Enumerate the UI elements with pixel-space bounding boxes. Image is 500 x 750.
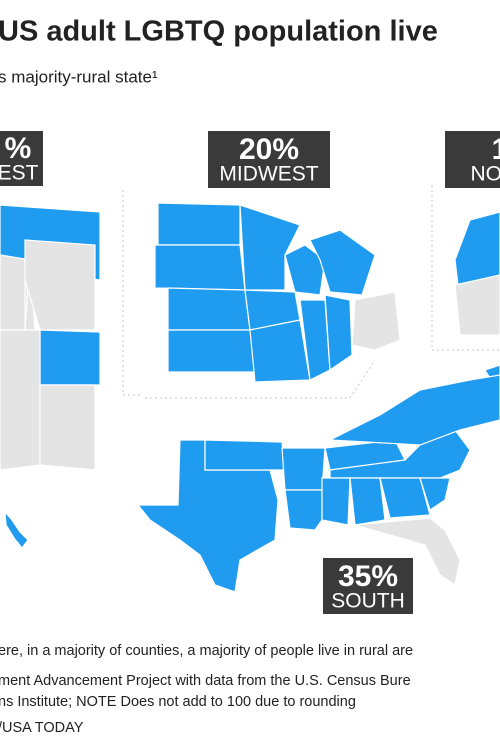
region-name: EST <box>0 162 39 185</box>
dividers <box>122 185 500 399</box>
south-label: 35% SOUTH <box>323 558 413 614</box>
midwest-map <box>154 202 401 383</box>
region-name: NORT <box>470 163 500 186</box>
footnote: ere, in a majority of counties, a majori… <box>0 643 413 659</box>
region-share: % <box>5 132 32 165</box>
label-box <box>445 131 500 188</box>
label-box <box>208 131 330 188</box>
source: ns Institute; NOTE Does not add to 100 d… <box>0 694 356 710</box>
northeast-label: 1 NORT <box>445 131 500 188</box>
south-map <box>136 374 500 593</box>
label-box <box>0 131 43 186</box>
midwest-label: 20% MIDWEST <box>208 131 330 188</box>
west-map <box>0 204 101 549</box>
region-name: MIDWEST <box>219 163 318 186</box>
northeast-map <box>454 211 500 397</box>
west-label: % EST <box>0 131 43 186</box>
region-share: 1 <box>492 133 500 166</box>
region-share: 35% <box>338 560 398 593</box>
region-name: SOUTH <box>331 590 405 613</box>
credit: /USA TODAY <box>0 720 84 736</box>
subtitle: s majority-rural state¹ <box>0 67 158 86</box>
source: ment Advancement Project with data from … <box>0 673 411 689</box>
region-share: 20% <box>239 133 299 166</box>
label-box <box>323 558 413 614</box>
title: US adult LGBTQ population live <box>0 16 438 48</box>
